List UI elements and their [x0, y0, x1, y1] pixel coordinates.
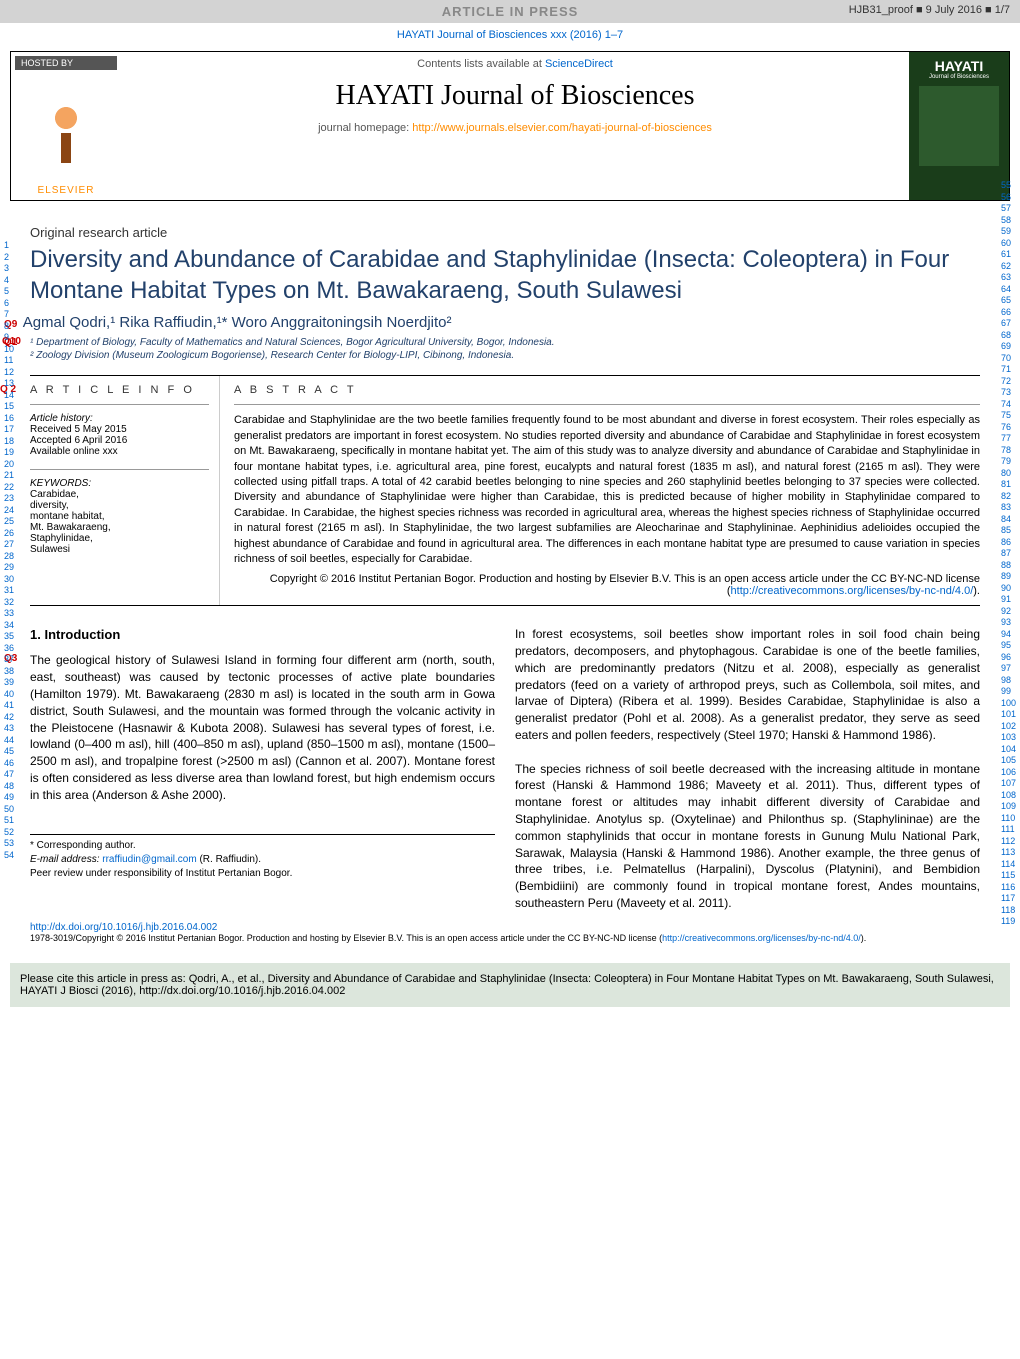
article-in-press-label: ARTICLE IN PRESS [442, 4, 579, 19]
info-abstract-block: Q 2 A R T I C L E I N F O Article histor… [30, 375, 980, 606]
left-column: 1. Introduction Q3 The geological histor… [30, 626, 495, 912]
right-column: In forest ecosystems, soil beetles show … [515, 626, 980, 912]
license-link[interactable]: http://creativecommons.org/licenses/by-n… [662, 933, 861, 943]
elsevier-text: ELSEVIER [15, 185, 117, 196]
citation-box: Please cite this article in press as: Qo… [10, 963, 1010, 1007]
homepage-label: journal homepage: [318, 122, 412, 134]
email-suffix: (R. Raffiudin). [197, 854, 261, 865]
journal-header-box: HOSTED BY ELSEVIER Contents lists availa… [10, 51, 1010, 201]
line-numbers-left: 1234567891011121314151617181920212223242… [4, 240, 14, 861]
email-label: E-mail address: [30, 854, 102, 865]
authors-text: Agmal Qodri,¹ Rika Raffiudin,¹* Woro Ang… [23, 314, 452, 331]
divider [30, 404, 209, 405]
cover-title: HAYATI [935, 58, 984, 74]
line-numbers-right: 5556575859606162636465666768697071727374… [1001, 180, 1016, 928]
authors-line: Q9 Agmal Qodri,¹ Rika Raffiudin,¹* Woro … [30, 314, 980, 331]
doi-line: http://dx.doi.org/10.1016/j.hjb.2016.04.… [30, 922, 980, 933]
elsevier-tree-icon [31, 93, 101, 163]
introduction-heading: 1. Introduction [30, 626, 495, 644]
journal-citation-anchor[interactable]: HAYATI Journal of Biosciences xxx (2016)… [397, 29, 623, 41]
license-close: ). [861, 933, 867, 943]
copyright-link[interactable]: http://creativecommons.org/licenses/by-n… [731, 585, 974, 597]
license-line: 1978-3019/Copyright © 2016 Institut Pert… [30, 933, 980, 943]
abstract-copyright: Copyright © 2016 Institut Pertanian Bogo… [234, 573, 980, 597]
abstract-column: A B S T R A C T Carabidae and Staphylini… [220, 376, 980, 605]
proof-info: HJB31_proof ■ 9 July 2016 ■ 1/7 [849, 4, 1010, 16]
email-line: E-mail address: rraffiudin@gmail.com (R.… [30, 853, 495, 867]
keywords-label: KEYWORDS: [30, 478, 209, 489]
footnotes: * Corresponding author. E-mail address: … [30, 834, 495, 881]
received-date: Received 5 May 2015 [30, 424, 209, 435]
article-history: Article history: Received 5 May 2015 Acc… [30, 413, 209, 457]
header-center: Contents lists available at ScienceDirec… [121, 52, 909, 200]
journal-citation-link[interactable]: HAYATI Journal of Biosciences xxx (2016)… [0, 23, 1020, 47]
contents-line: Contents lists available at ScienceDirec… [127, 58, 903, 70]
online-date: Available online xxx [30, 446, 209, 457]
doi-link[interactable]: http://dx.doi.org/10.1016/j.hjb.2016.04.… [30, 922, 217, 933]
journal-homepage: journal homepage: http://www.journals.el… [127, 122, 903, 134]
affiliation-1: ¹ Department of Biology, Faculty of Math… [30, 337, 980, 348]
history-label: Article history: [30, 413, 209, 424]
contents-label: Contents lists available at [417, 58, 545, 70]
article-info-column: Q 2 A R T I C L E I N F O Article histor… [30, 376, 220, 605]
article-content: Original research article Diversity and … [0, 205, 1020, 953]
intro-col1-text: The geological history of Sulawesi Islan… [30, 653, 495, 801]
divider [30, 469, 209, 470]
keywords-block: KEYWORDS: Carabidae, diversity, montane … [30, 478, 209, 555]
journal-cover: HAYATI Journal of Biosciences [909, 52, 1009, 200]
journal-title: HAYATI Journal of Biosciences [127, 80, 903, 112]
corresponding-author: * Corresponding author. [30, 839, 495, 853]
hosted-by-badge: HOSTED BY [15, 56, 117, 70]
peer-review-note: Peer review under responsibility of Inst… [30, 867, 495, 881]
title-text: Diversity and Abundance of Carabidae and… [30, 246, 949, 304]
affiliations: Q1 ¹ Department of Biology, Faculty of M… [30, 337, 980, 361]
article-type: Original research article [30, 225, 980, 240]
homepage-url[interactable]: http://www.journals.elsevier.com/hayati-… [412, 122, 712, 134]
cover-image-icon [919, 86, 999, 166]
article-info-heading: A R T I C L E I N F O [30, 384, 209, 396]
abstract-heading: A B S T R A C T [234, 384, 980, 396]
cover-subtitle: Journal of Biosciences [929, 74, 989, 80]
divider [234, 404, 980, 405]
keywords-list: Carabidae, diversity, montane habitat, M… [30, 489, 209, 555]
body-two-column: 1. Introduction Q3 The geological histor… [30, 626, 980, 912]
email-link[interactable]: rraffiudin@gmail.com [102, 854, 196, 865]
license-text: 1978-3019/Copyright © 2016 Institut Pert… [30, 933, 662, 943]
publisher-logo-block: HOSTED BY ELSEVIER [11, 52, 121, 200]
paper-title: Diversity and Abundance of Carabidae and… [30, 244, 980, 306]
affiliation-2: ² Zoology Division (Museum Zoologicum Bo… [30, 350, 980, 361]
abstract-text: Carabidae and Staphylinidae are the two … [234, 413, 980, 567]
accepted-date: Accepted 6 April 2016 [30, 435, 209, 446]
top-bar: ARTICLE IN PRESS HJB31_proof ■ 9 July 20… [0, 0, 1020, 23]
intro-col2-text: In forest ecosystems, soil beetles show … [515, 626, 980, 912]
copyright-close: ). [973, 585, 980, 597]
sciencedirect-link[interactable]: ScienceDirect [545, 58, 613, 70]
intro-paragraph-1: Q3 The geological history of Sulawesi Is… [30, 652, 495, 803]
